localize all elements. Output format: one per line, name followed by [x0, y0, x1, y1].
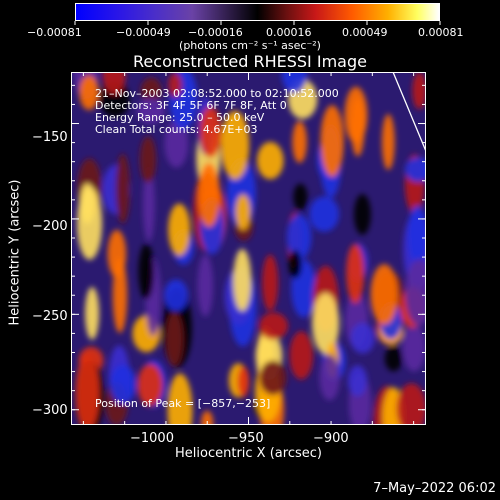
- colorbar-tick-label: −0.00016: [188, 26, 243, 39]
- detectors-text: Detectors: 3F 4F 5F 6F 7F 8F, Att 0: [95, 99, 287, 112]
- method-counts-text: Clean Total counts: 4.67E+03: [95, 123, 258, 136]
- y-tick-label: −250: [32, 309, 68, 324]
- time-range-text: 21–Nov–2003 02:08:52.000 to 02:10:52.000: [95, 87, 339, 100]
- colorbar-tick-label: 0.00081: [418, 26, 464, 39]
- solar-limb-curve: [392, 72, 426, 153]
- date-stamp: 7–May–2022 06:02: [373, 481, 496, 496]
- x-axis-label: Heliocentric X (arcsec): [175, 446, 322, 461]
- y-tick-label: −200: [32, 219, 68, 234]
- energy-range-text: Energy Range: 25.0 – 50.0 keV: [95, 111, 265, 124]
- colorbar-unit: (photons cm⁻² s⁻¹ asec⁻²): [179, 39, 321, 52]
- rhessi-image: [71, 72, 426, 425]
- colorbar-tick-label: 0.00049: [342, 26, 388, 39]
- colorbar: [75, 3, 440, 21]
- y-axis-label: Heliocentric Y (arcsec): [7, 179, 23, 326]
- x-tick-label: −900: [313, 431, 349, 446]
- y-tick-label: −300: [32, 403, 68, 418]
- x-tick-label: −950: [228, 431, 264, 446]
- y-tick-label: −150: [32, 130, 68, 145]
- peak-position-text: Position of Peak = [−857,−253]: [95, 397, 271, 410]
- x-tick-label: −1000: [130, 431, 174, 446]
- colorbar-tick-label: 0.00016: [266, 26, 312, 39]
- colorbar-tick-label: −0.00081: [27, 26, 82, 39]
- colorbar-ticks: [74, 21, 441, 25]
- colorbar-tick-label: −0.00049: [116, 26, 171, 39]
- chart-title: Reconstructed RHESSI Image: [133, 52, 367, 71]
